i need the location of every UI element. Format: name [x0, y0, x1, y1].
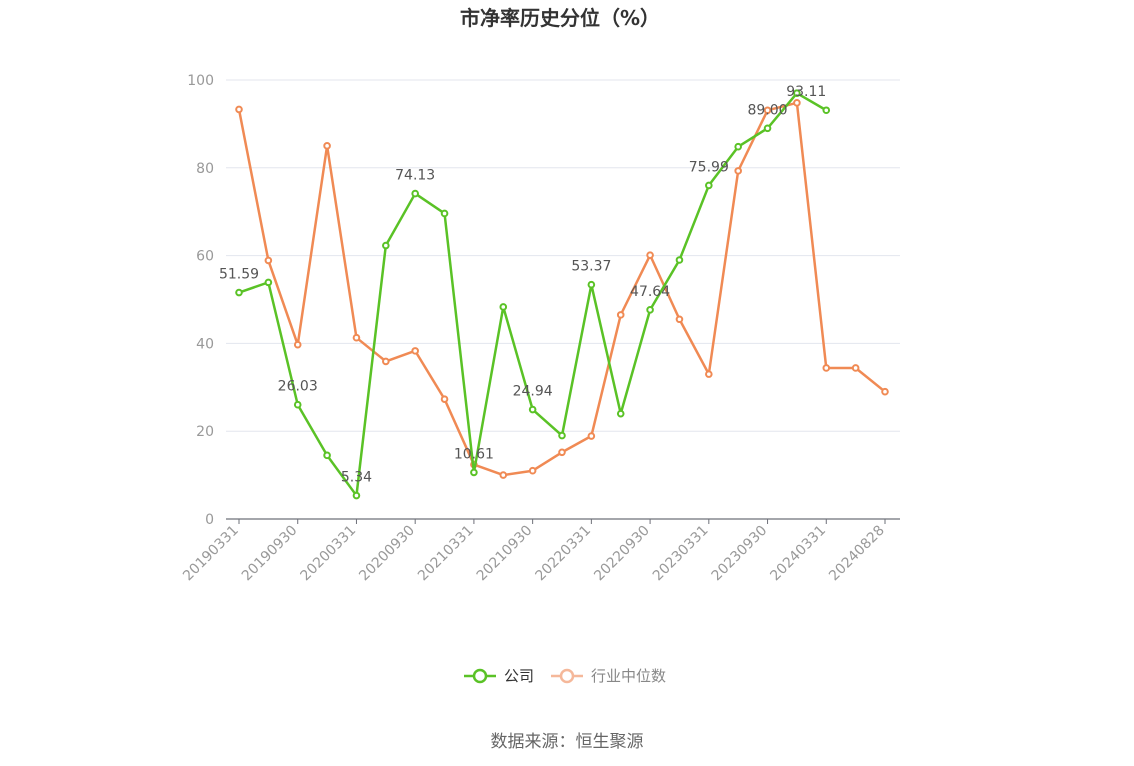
- legend-company-marker-icon: [472, 668, 488, 684]
- series-line: [237, 101, 886, 477]
- data-point[interactable]: [793, 99, 801, 107]
- data-point[interactable]: [793, 89, 801, 97]
- series-lines: [235, 89, 889, 500]
- data-label: 51.59: [219, 267, 259, 283]
- data-label: 10.61: [454, 446, 494, 462]
- data-point[interactable]: [587, 280, 596, 289]
- x-tick-label: 20210930: [474, 523, 536, 585]
- y-tick-label: 20: [196, 424, 214, 440]
- data-point[interactable]: [851, 364, 860, 372]
- data-point[interactable]: [352, 333, 361, 342]
- data-point[interactable]: [235, 288, 243, 297]
- grid-lines: [226, 79, 900, 432]
- data-point[interactable]: [528, 466, 537, 475]
- data-point[interactable]: [382, 241, 390, 250]
- data-point[interactable]: [822, 364, 831, 372]
- legend-company-label: 公司: [504, 667, 534, 685]
- data-point[interactable]: [293, 340, 302, 349]
- y-axis: 0 20 40 60 80 100: [187, 73, 214, 528]
- y-tick-label: 80: [196, 161, 214, 177]
- data-label: 93.11: [786, 84, 826, 100]
- x-tick-label: 20200930: [356, 523, 418, 585]
- data-point[interactable]: [616, 311, 625, 319]
- data-labels: 51.59 26.03 5.34 74.13 10.61 24.94 53.37 47.64 7…: [219, 84, 826, 485]
- data-point[interactable]: [411, 189, 419, 198]
- x-tick-label: 20230930: [709, 523, 771, 585]
- data-point[interactable]: [352, 491, 361, 500]
- data-point[interactable]: [705, 181, 713, 190]
- data-point[interactable]: [705, 370, 713, 378]
- legend[interactable]: 公司 行业中位数: [464, 667, 666, 685]
- data-point[interactable]: [881, 387, 889, 396]
- x-tick-label: 20210331: [415, 523, 477, 585]
- data-point[interactable]: [264, 278, 273, 287]
- data-point[interactable]: [646, 251, 654, 259]
- data-label: 53.37: [571, 259, 611, 275]
- data-point[interactable]: [528, 405, 537, 414]
- y-tick-label: 40: [196, 336, 214, 352]
- data-point[interactable]: [411, 347, 419, 355]
- x-tick-label: 20200331: [298, 523, 360, 585]
- data-point[interactable]: [323, 451, 331, 460]
- legend-item-industry-median[interactable]: 行业中位数: [551, 667, 666, 685]
- y-tick-label: 60: [196, 249, 214, 265]
- data-point[interactable]: [558, 448, 566, 457]
- data-point[interactable]: [440, 209, 449, 218]
- data-label: 89.00: [747, 102, 787, 118]
- data-point[interactable]: [675, 315, 684, 324]
- data-point[interactable]: [587, 432, 596, 440]
- y-tick-label: 100: [187, 73, 214, 89]
- x-axis: 2019033120190930202003312020093020210331…: [180, 518, 900, 585]
- x-tick-label: 20240331: [767, 523, 829, 585]
- data-point[interactable]: [499, 303, 508, 311]
- x-tick-label: 20240828: [826, 523, 888, 585]
- data-point[interactable]: [763, 106, 772, 115]
- data-point[interactable]: [440, 395, 449, 403]
- data-point[interactable]: [499, 471, 508, 479]
- x-tick-label: 20190331: [180, 523, 242, 585]
- data-label: 26.03: [278, 379, 318, 395]
- data-point[interactable]: [235, 105, 243, 114]
- data-point[interactable]: [646, 306, 654, 314]
- data-point[interactable]: [323, 142, 331, 150]
- data-point[interactable]: [822, 106, 831, 115]
- x-tick-label: 20190930: [239, 523, 301, 585]
- data-label: 5.34: [341, 470, 372, 486]
- y-tick-label: 0: [205, 512, 214, 528]
- legend-industry-marker-icon: [559, 668, 575, 684]
- x-tick-label: 20220930: [591, 523, 653, 585]
- data-point[interactable]: [734, 142, 742, 151]
- data-point[interactable]: [382, 357, 390, 366]
- data-point[interactable]: [558, 431, 566, 440]
- legend-industry-label: 行业中位数: [591, 667, 666, 685]
- data-point[interactable]: [616, 409, 625, 418]
- data-point[interactable]: [734, 167, 742, 175]
- x-tick-label: 20230331: [650, 523, 712, 585]
- x-tick-label: 20220331: [532, 523, 594, 585]
- data-label: 47.64: [630, 284, 670, 300]
- data-label: 75.99: [689, 159, 729, 175]
- series-company: [235, 89, 831, 500]
- data-label: 24.94: [513, 384, 553, 400]
- data-point[interactable]: [293, 400, 302, 409]
- data-label: 74.13: [395, 168, 435, 184]
- data-point[interactable]: [264, 256, 273, 265]
- legend-item-company[interactable]: 公司: [464, 667, 534, 685]
- data-point[interactable]: [763, 124, 772, 133]
- chart-title: 市净率历史分位（%）: [460, 6, 660, 30]
- data-source: 数据来源：恒生聚源: [491, 732, 644, 752]
- series-industry-median: [235, 99, 889, 479]
- data-point[interactable]: [675, 256, 684, 264]
- data-point[interactable]: [470, 468, 478, 477]
